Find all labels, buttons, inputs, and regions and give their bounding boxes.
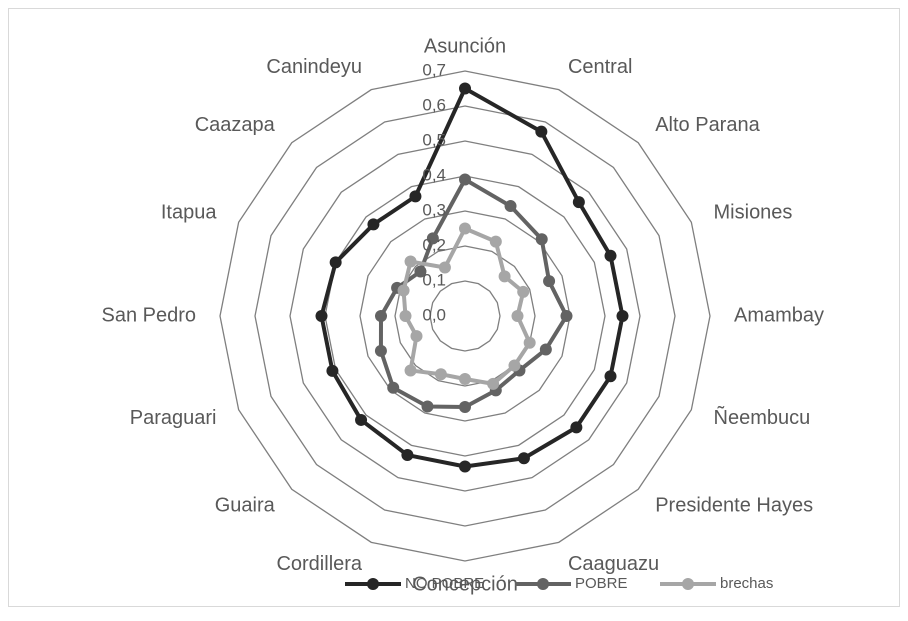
series-line [319,86,625,469]
series-marker [543,275,556,288]
grid-ring [429,280,501,352]
series-marker [401,449,414,462]
category-label: Caaguazu [568,553,659,575]
series-marker [489,235,502,248]
series-marker [504,200,517,213]
category-label: Itapua [161,201,217,223]
series-marker [511,310,524,322]
legend-label: brechas [720,575,773,592]
category-label: Canindeyu [266,56,362,78]
series-marker [572,196,585,209]
series-marker [517,452,530,465]
series-marker [326,364,339,377]
grid-ring [359,210,571,422]
y-tick-label: 0,0 [422,305,446,324]
series-marker [616,310,629,322]
legend-label: NO POBRE [405,575,484,592]
series-marker [404,364,417,377]
series-marker [426,232,439,245]
category-label: Presidente Hayes [655,494,813,516]
legend-label: POBRE [575,575,628,592]
category-label: Ñeembucu [714,405,811,429]
series-marker [434,368,447,381]
legend-marker [537,578,549,590]
series-marker [459,82,471,95]
y-tick-label: 0,1 [422,270,446,289]
series-marker [367,218,380,231]
series-marker [315,310,328,322]
chart-frame [8,8,900,607]
category-label: Amambay [734,304,824,326]
series-marker [539,343,552,356]
series-marker [508,359,521,372]
category-label: Misiones [714,201,793,223]
series-marker [498,270,511,283]
series-marker [535,233,548,246]
grid-ring [219,70,711,562]
series-marker [355,413,368,426]
series-marker [570,421,583,434]
series-marker [560,310,573,322]
category-label: Cordillera [276,553,362,575]
grid-ring [254,105,676,527]
y-tick-label: 0,6 [422,95,446,114]
category-label: Asunción [424,35,506,57]
series-marker [404,255,417,268]
series-marker [459,373,471,385]
grid-ring [289,140,641,492]
series-marker [375,310,387,322]
series-marker [459,173,471,186]
series-marker [414,265,427,278]
y-tick-label: 0,5 [422,130,446,149]
series-marker [329,256,342,269]
series-marker [421,400,434,413]
series-marker [374,344,387,357]
series-marker [523,336,536,349]
series-marker [399,310,412,322]
category-label: Caazapa [195,114,276,136]
series-marker [438,261,451,274]
series-marker [459,401,471,413]
series-marker [459,222,471,235]
category-label: San Pedro [101,304,196,326]
series-marker [604,370,617,383]
category-label: Central [568,56,632,78]
series-marker [517,285,530,298]
series-marker [397,284,410,297]
series-marker [487,377,500,390]
category-label: Concepción [412,573,518,595]
series-marker [387,381,400,394]
grid-ring [324,175,606,457]
series-marker [410,330,423,343]
series-marker [459,460,471,473]
y-tick-label: 0,2 [422,235,446,254]
y-tick-label: 0,7 [422,60,446,79]
category-label: Alto Parana [655,114,760,136]
category-label: Guaira [215,494,276,516]
series-marker [409,190,422,203]
series-marker [535,125,548,138]
series-marker [604,249,617,262]
category-label: Paraguari [130,407,217,429]
y-tick-label: 0,3 [422,200,446,219]
y-tick-label: 0,4 [422,165,446,184]
legend-marker [682,578,694,590]
legend-marker [367,578,379,590]
